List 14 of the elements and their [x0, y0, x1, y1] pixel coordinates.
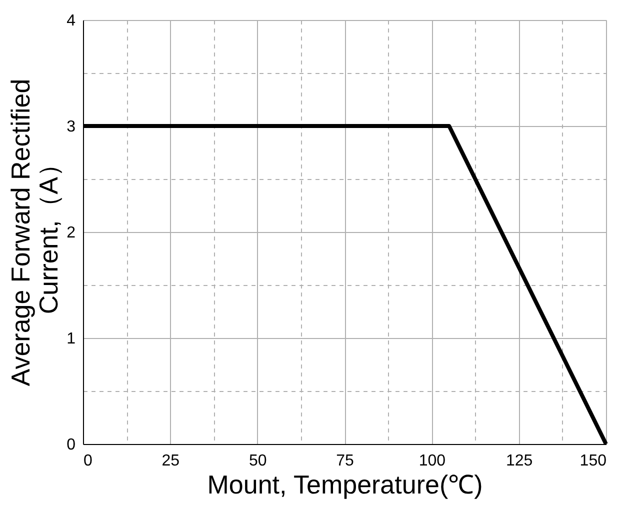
y-tick-label: 1: [66, 330, 76, 348]
x-tick-label: 125: [506, 452, 533, 470]
x-tick-label: 150: [580, 452, 607, 470]
x-tick-label: 50: [248, 452, 267, 470]
y-tick-label: 0: [66, 436, 76, 454]
y-tick-label: 4: [66, 12, 76, 30]
y-axis-title: Average Forward Rectified Current,（A）: [6, 78, 64, 386]
x-tick-label: 100: [418, 452, 446, 470]
x-tick-label: 75: [336, 452, 354, 470]
x-tick-label: 0: [84, 452, 92, 470]
x-tick-label: 25: [162, 452, 180, 470]
y-tick-label: 2: [66, 224, 76, 242]
y-tick-label: 3: [66, 118, 76, 136]
x-axis-title: Mount, Temperature(℃): [207, 470, 483, 500]
